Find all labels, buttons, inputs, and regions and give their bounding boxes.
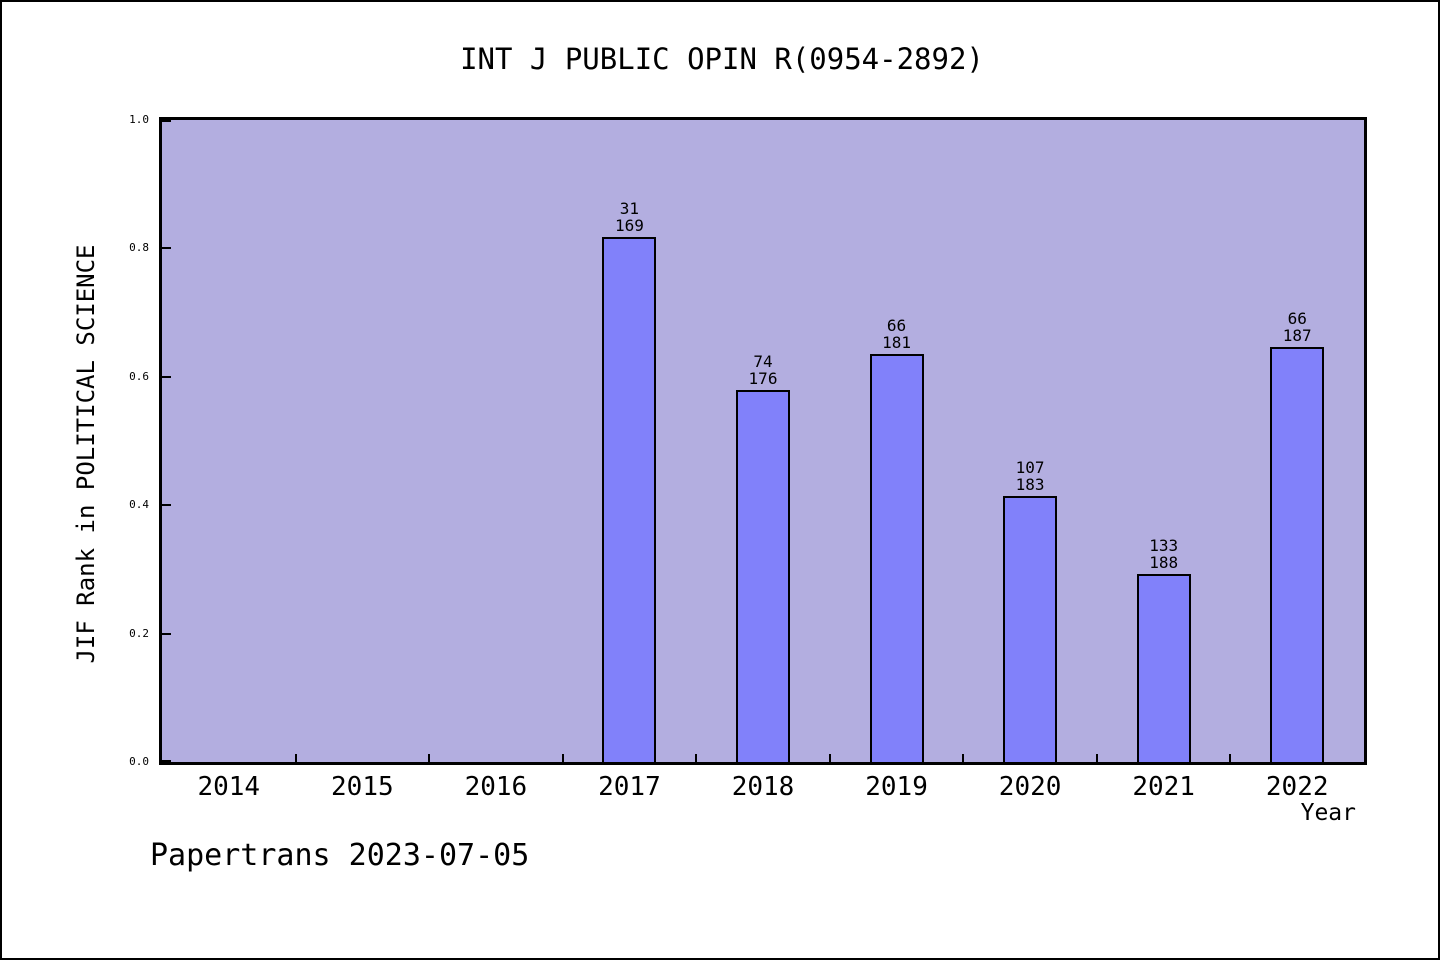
x-tick-label: 2016 xyxy=(464,772,528,802)
x-tick-mark xyxy=(962,754,965,762)
y-tick-mark xyxy=(162,120,171,122)
x-tick-label: 2019 xyxy=(865,772,928,802)
x-tick-label: 2022 xyxy=(1265,772,1329,802)
x-axis-label: Year xyxy=(1300,800,1356,826)
y-tick-label: 0.4 xyxy=(129,498,149,512)
bar-2022 xyxy=(1270,347,1325,762)
bar-value-label-2017: 31 169 xyxy=(614,199,644,235)
x-tick-label: 2017 xyxy=(598,772,661,802)
x-tick-mark xyxy=(1229,754,1232,762)
y-tick-label: 0.6 xyxy=(129,369,149,383)
x-tick-mark xyxy=(428,754,431,762)
bar-value-label-2019: 66 181 xyxy=(882,316,911,352)
plot-area: 31 169 74 176 66 181 107 183 133 188 66 187 xyxy=(159,117,1367,765)
x-tick-mark xyxy=(695,754,698,762)
x-tick-label: 2020 xyxy=(998,772,1062,802)
x-tick-mark xyxy=(294,754,297,762)
bar-2019 xyxy=(869,354,924,762)
watermark-text: Papertrans 2023-07-05 xyxy=(150,838,530,873)
x-tick-label: 2015 xyxy=(331,772,394,802)
x-tick-mark xyxy=(1095,754,1098,762)
y-tick-label: 0.0 xyxy=(129,755,149,768)
y-tick-label: 0.8 xyxy=(129,241,149,255)
x-tick-label: 2018 xyxy=(731,772,795,802)
x-tick-mark xyxy=(828,754,831,762)
x-tick-mark xyxy=(561,754,564,762)
x-tick-label: 2021 xyxy=(1132,772,1195,802)
bar-2021 xyxy=(1136,574,1191,762)
bar-value-label-2018: 74 176 xyxy=(748,352,778,388)
bar-value-label-2020: 107 183 xyxy=(1015,458,1045,494)
bar-2017 xyxy=(602,237,657,762)
bar-value-label-2022: 66 187 xyxy=(1282,309,1312,345)
y-tick-mark xyxy=(162,247,171,250)
bar-value-label-2021: 133 188 xyxy=(1149,536,1179,572)
y-tick-mark xyxy=(162,375,171,378)
y-axis-label: JIF Rank in POLITICAL SCIENCE xyxy=(72,244,100,664)
y-tick-mark xyxy=(162,632,171,635)
bar-2020 xyxy=(1003,496,1058,762)
x-tick-label: 2014 xyxy=(197,772,261,802)
y-tick-label: 1.0 xyxy=(129,113,149,126)
y-tick-label: 0.2 xyxy=(129,626,149,640)
chart-title: INT J PUBLIC OPIN R(0954-2892) xyxy=(460,42,984,76)
y-tick-mark xyxy=(162,760,171,762)
bar-2018 xyxy=(736,390,790,762)
y-tick-mark xyxy=(162,504,171,507)
